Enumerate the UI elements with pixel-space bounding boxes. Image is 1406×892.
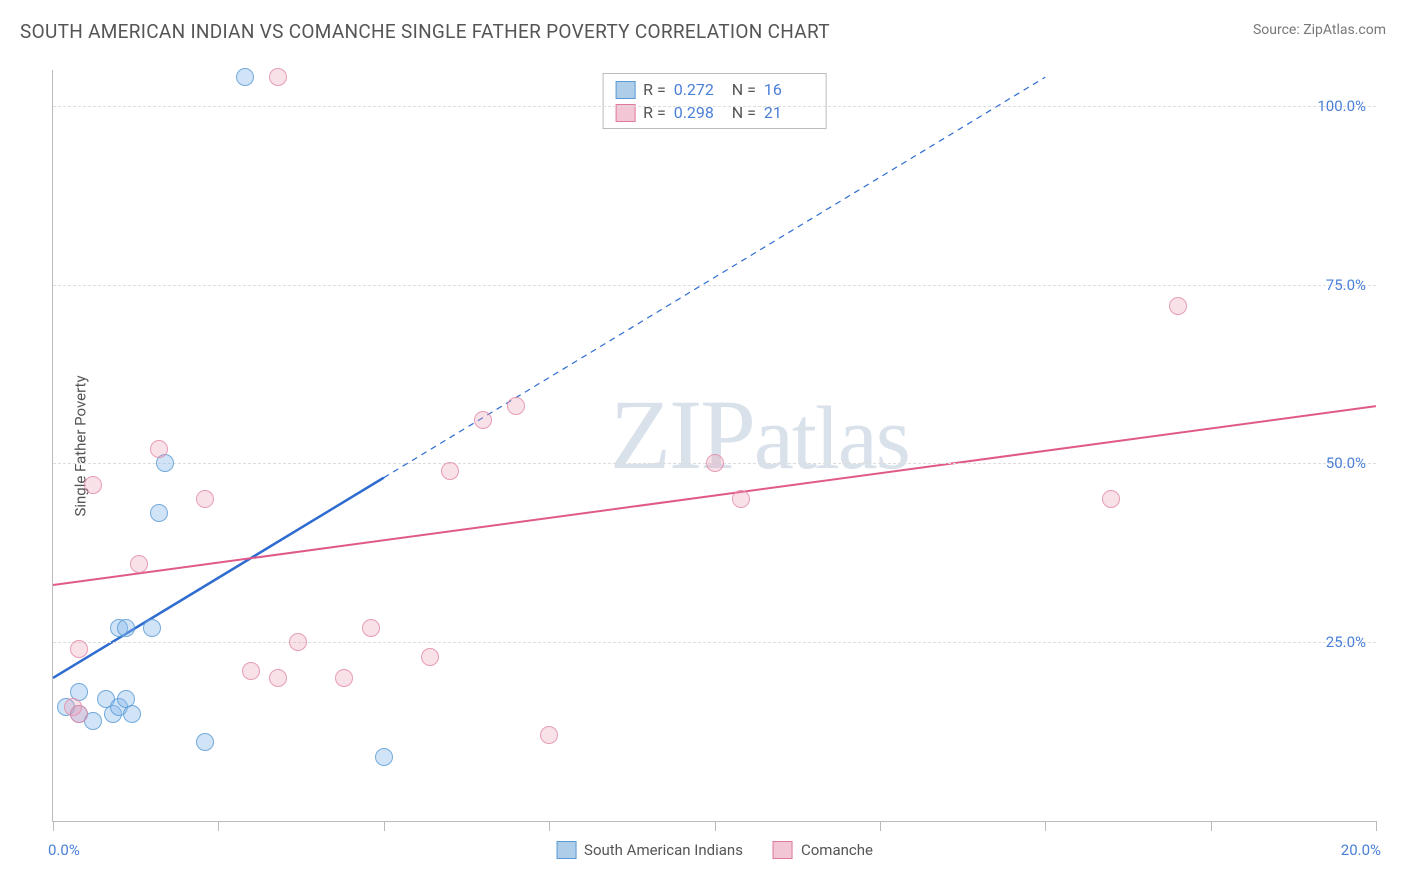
data-point — [1169, 297, 1187, 315]
legend-item-series2: Comanche — [773, 841, 873, 859]
data-point — [84, 476, 102, 494]
data-point — [269, 669, 287, 687]
data-point — [150, 504, 168, 522]
x-tick — [218, 821, 219, 831]
x-tick — [53, 821, 54, 831]
legend-series: South American Indians Comanche — [556, 841, 873, 859]
data-point — [441, 462, 459, 480]
data-point — [507, 397, 525, 415]
legend-label-series2: Comanche — [801, 841, 873, 859]
x-tick-label-min: 0.0% — [48, 841, 80, 859]
data-point — [289, 633, 307, 651]
data-point — [117, 619, 135, 637]
data-point — [540, 726, 558, 744]
data-point — [362, 619, 380, 637]
plot-area: ZIPatlas R = 0.272 N = 16 R = 0.298 N = … — [52, 70, 1376, 822]
trend-line — [53, 406, 1376, 585]
x-tick-label-max: 20.0% — [1341, 841, 1381, 859]
x-tick — [715, 821, 716, 831]
data-point — [335, 669, 353, 687]
legend-row-series2: R = 0.298 N = 21 — [615, 101, 814, 124]
x-tick — [384, 821, 385, 831]
legend-swatch-series1 — [615, 81, 635, 99]
source-label: Source: ZipAtlas.com — [1253, 22, 1386, 38]
x-tick — [880, 821, 881, 831]
gridline-h — [53, 106, 1376, 107]
data-point — [196, 733, 214, 751]
x-tick — [1211, 821, 1212, 831]
data-point — [130, 555, 148, 573]
data-point — [236, 68, 254, 86]
chart-container: SOUTH AMERICAN INDIAN VS COMANCHE SINGLE… — [0, 0, 1406, 892]
trend-lines-svg — [53, 70, 1376, 821]
data-point — [150, 440, 168, 458]
data-point — [70, 705, 88, 723]
y-tick-label: 75.0% — [1326, 276, 1366, 294]
r-label: R = — [643, 80, 666, 99]
r-value-series1: 0.272 — [674, 80, 724, 99]
x-tick — [549, 821, 550, 831]
n-label: N = — [732, 80, 756, 99]
data-point — [123, 705, 141, 723]
legend-item-series1: South American Indians — [556, 841, 743, 859]
y-tick-label: 100.0% — [1317, 97, 1366, 115]
data-point — [421, 648, 439, 666]
data-point — [474, 411, 492, 429]
x-tick — [1045, 821, 1046, 831]
data-point — [269, 68, 287, 86]
data-point — [1102, 490, 1120, 508]
x-tick — [1376, 821, 1377, 831]
y-tick-label: 50.0% — [1326, 454, 1366, 472]
legend-label-series1: South American Indians — [584, 841, 743, 859]
n-value-series1: 16 — [764, 80, 814, 99]
legend-correlation: R = 0.272 N = 16 R = 0.298 N = 21 — [602, 73, 827, 129]
legend-swatch-series1 — [556, 841, 576, 859]
legend-swatch-series2 — [773, 841, 793, 859]
data-point — [732, 490, 750, 508]
data-point — [143, 619, 161, 637]
data-point — [706, 454, 724, 472]
chart-title: SOUTH AMERICAN INDIAN VS COMANCHE SINGLE… — [20, 20, 830, 43]
data-point — [375, 748, 393, 766]
data-point — [242, 662, 260, 680]
gridline-h — [53, 285, 1376, 286]
gridline-h — [53, 642, 1376, 643]
legend-row-series1: R = 0.272 N = 16 — [615, 78, 814, 101]
data-point — [196, 490, 214, 508]
data-point — [70, 640, 88, 658]
y-tick-label: 25.0% — [1326, 633, 1366, 651]
